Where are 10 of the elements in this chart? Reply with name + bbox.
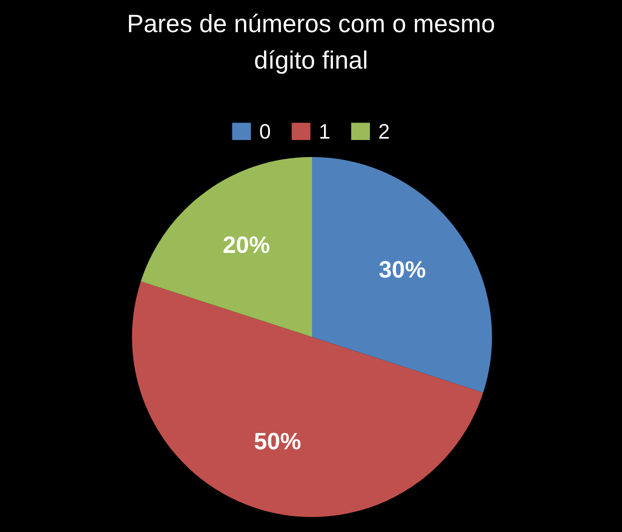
legend-label: 2 — [379, 124, 389, 139]
legend-label: 1 — [320, 124, 330, 139]
legend-label: 0 — [260, 124, 270, 139]
chart-title: Pares de números com o mesmo dígito final — [128, 14, 494, 74]
data-label: 20% — [224, 236, 270, 254]
data-label: 50% — [254, 432, 301, 450]
pie-slice — [312, 157, 492, 393]
pie-slice — [140, 157, 312, 337]
data-label: 30% — [379, 261, 426, 278]
pie-slice — [132, 281, 484, 517]
